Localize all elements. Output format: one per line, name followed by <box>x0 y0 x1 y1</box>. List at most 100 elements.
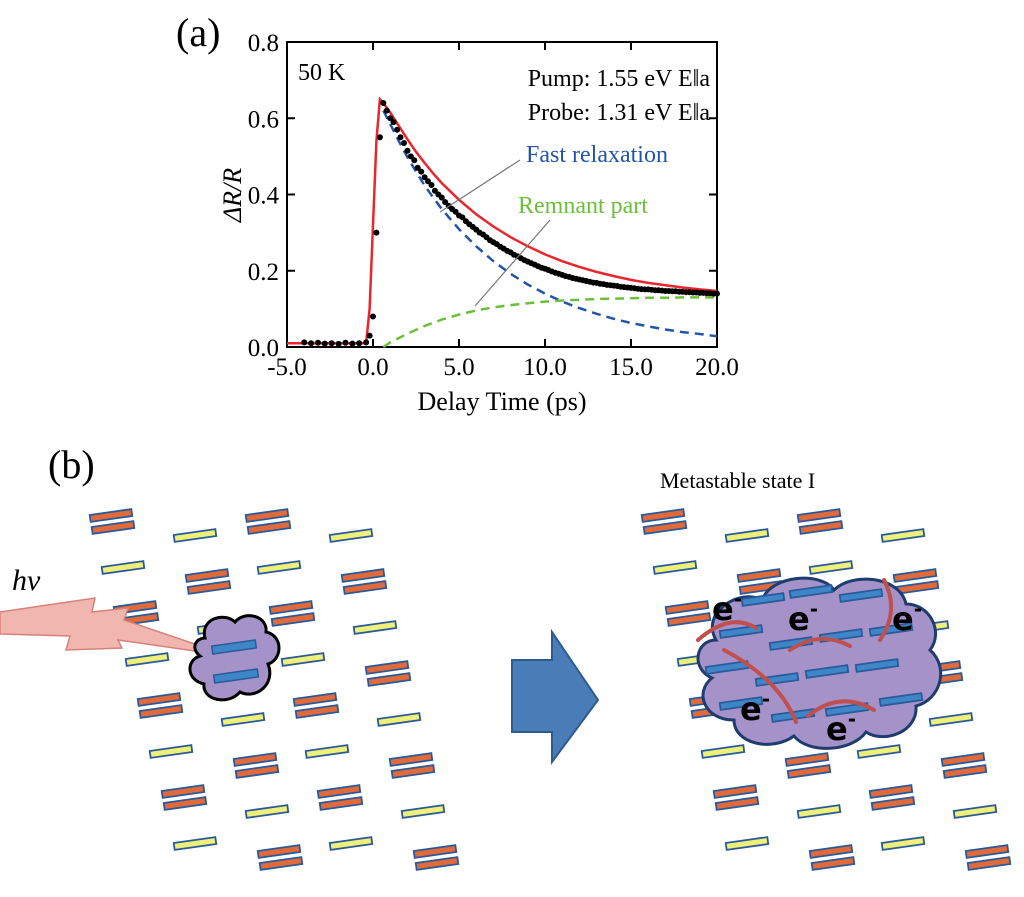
molecule-rod <box>100 560 146 575</box>
axis-ticks: -5.0 0.0 5.0 10.0 15.0 20.00.00.20.40.60.8 <box>248 30 739 381</box>
molecule-rod <box>340 568 386 583</box>
data-point <box>363 339 370 346</box>
electron-trail <box>806 699 876 718</box>
molecule-rod <box>88 508 134 523</box>
data-point <box>373 229 380 236</box>
molecule-rod <box>854 658 900 673</box>
molecule-rod <box>294 704 340 719</box>
molecule-rod <box>712 784 758 799</box>
data-point <box>714 290 720 297</box>
series-layer <box>287 96 720 349</box>
molecule-rod <box>736 568 782 583</box>
molecule-rod <box>388 752 434 767</box>
molecule-rod <box>318 796 364 811</box>
data-point <box>383 107 390 114</box>
molecule-rod <box>754 672 800 687</box>
molecule-rod <box>270 612 316 627</box>
molecule-rod <box>414 856 460 871</box>
molecule-rod <box>892 568 938 583</box>
molecule-rod <box>942 764 988 779</box>
molecule-rod <box>172 528 218 543</box>
molecule-rod <box>364 660 410 675</box>
pump-label: Pump: 1.55 eV E‖a <box>528 66 711 92</box>
molecule-rod <box>256 560 302 575</box>
data-point <box>428 182 435 188</box>
molecule-rod <box>740 592 786 607</box>
x-axis-label: Delay Time (ps) <box>418 387 587 416</box>
molecule-rod <box>718 696 764 711</box>
molecule-rod <box>234 764 280 779</box>
molecule-rod <box>652 560 698 575</box>
molecule-rod <box>366 672 412 687</box>
data-point <box>431 187 438 194</box>
electron-charge: - <box>914 597 922 621</box>
molecule-rod <box>810 856 856 871</box>
x-tick-label: 0.0 <box>357 354 388 381</box>
data-point <box>301 339 308 346</box>
molecule-rod <box>880 528 926 543</box>
data-point <box>342 339 349 346</box>
molecule-rod <box>400 804 446 819</box>
molecule-rod <box>798 520 844 535</box>
molecule-rod <box>246 520 292 535</box>
molecule-rod <box>328 836 374 851</box>
molecule-rod <box>700 744 746 759</box>
molecule-rod <box>136 692 182 707</box>
molecule-rod <box>838 588 884 603</box>
metastable-label: Metastable state I <box>660 468 815 493</box>
y-tick-label: 0.0 <box>248 335 279 362</box>
molecule-rod <box>148 744 194 759</box>
molecule-rod <box>316 784 362 799</box>
molecule-rod <box>220 712 266 727</box>
x-tick-label: 20.0 <box>695 354 739 381</box>
x-tick-label: 10.0 <box>523 354 567 381</box>
molecule-rod <box>376 712 422 727</box>
fast-annotation: Fast relaxation <box>526 142 668 168</box>
y-tick-label: 0.8 <box>248 30 279 57</box>
fast-annotation-pointer <box>439 159 521 213</box>
chart-panel-a: -5.0 0.0 5.0 10.0 15.0 20.00.00.20.40.60.8 De… <box>218 30 739 416</box>
molecule-rod <box>878 692 924 707</box>
molecule-rod <box>162 796 208 811</box>
photon-lightning-icon <box>0 597 231 657</box>
molecule-rod <box>186 580 232 595</box>
y-axis-label: ΔR/R <box>218 168 247 223</box>
molecule-rod <box>268 600 314 615</box>
data-point <box>315 339 321 346</box>
molecule-rod <box>796 508 842 523</box>
molecule-rod <box>244 804 290 819</box>
molecule-rod <box>244 508 290 523</box>
electron-charge: - <box>734 587 742 611</box>
molecule-rod <box>280 652 326 667</box>
molecule-rod <box>342 580 388 595</box>
molecule-rod <box>666 612 712 627</box>
molecule-rod <box>928 712 974 727</box>
data-point <box>404 147 411 154</box>
electron-charge: - <box>762 687 770 711</box>
molecule-rod <box>724 836 770 851</box>
x-tick-label: 15.0 <box>609 354 653 381</box>
electron-trail <box>878 578 894 642</box>
electron-label: e- <box>892 597 922 638</box>
molecule-rod <box>808 560 854 575</box>
data-point <box>401 140 407 146</box>
molecule-rod <box>172 836 218 851</box>
panel-a-label: (a) <box>176 10 220 55</box>
y-tick-label: 0.2 <box>248 259 279 286</box>
electron-trail <box>722 648 798 724</box>
transition-arrow-icon <box>511 628 600 766</box>
panel-b-label: (b) <box>48 442 95 487</box>
molecule-rod <box>940 752 986 767</box>
data-point <box>438 194 445 201</box>
data-point <box>376 134 383 141</box>
molecule-rod <box>870 796 916 811</box>
molecule-rod <box>258 856 304 871</box>
excitation-cloud-small <box>188 614 281 702</box>
molecule-rod <box>138 704 184 719</box>
molecule-rod <box>412 844 458 859</box>
molecule-rod <box>784 752 830 767</box>
data-point <box>390 119 397 126</box>
electrons: e-e-e-e-e- <box>696 578 922 748</box>
molecule-rod <box>664 600 710 615</box>
